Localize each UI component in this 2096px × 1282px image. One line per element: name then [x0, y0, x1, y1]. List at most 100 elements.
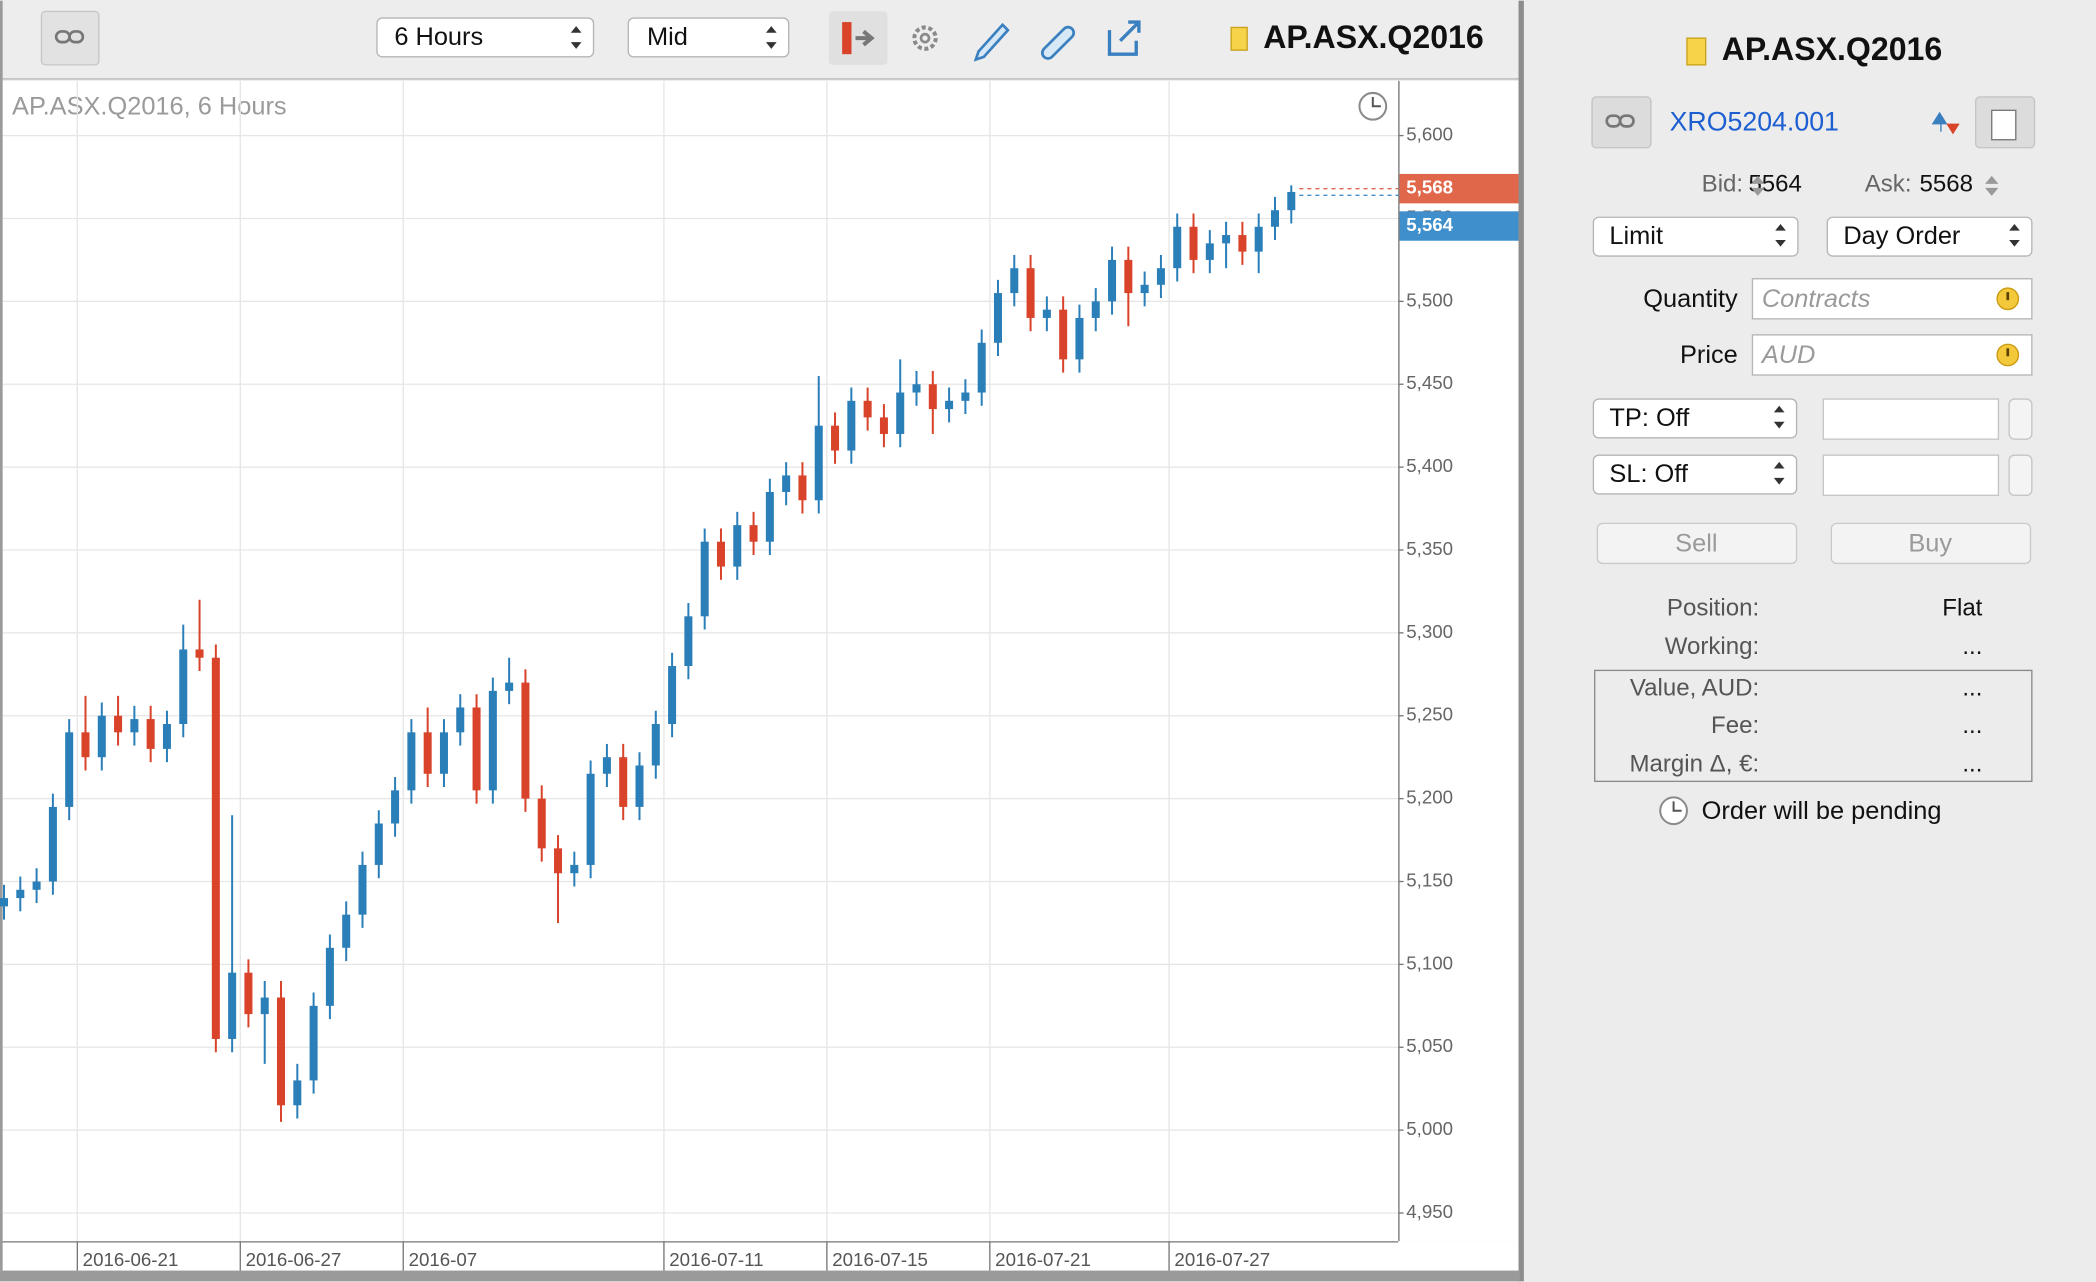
bid-stepper[interactable]: [1751, 175, 1765, 196]
candle-body: [162, 724, 171, 749]
candle-body: [1091, 301, 1100, 318]
clock-hands: [1672, 801, 1682, 812]
time-in-force: Day Order: [1843, 222, 1961, 250]
candle-body: [945, 400, 954, 410]
order-type-select[interactable]: [1592, 216, 1799, 257]
candle-body: [325, 947, 334, 1006]
take-profit-input[interactable]: [1822, 398, 2000, 440]
candle-body: [1075, 317, 1084, 360]
select-arrows: [1773, 405, 1785, 429]
export-button[interactable]: [1107, 20, 1141, 56]
stop-loss-select[interactable]: [1592, 454, 1798, 495]
interval-select[interactable]: [376, 17, 595, 58]
candle-body: [847, 400, 856, 451]
candle-body: [570, 864, 579, 874]
candle-body: [16, 889, 25, 899]
candle-body: [635, 765, 644, 807]
candle-body: [896, 392, 905, 434]
buy-button[interactable]: [1830, 522, 2032, 565]
candle-body: [586, 773, 595, 865]
buy-label: Buy: [1908, 529, 1952, 557]
y-tick-label: 5,100: [1406, 952, 1453, 973]
take-profit-stepper[interactable]: [2008, 398, 2033, 440]
chart-mode-icon: [855, 29, 875, 47]
candle-body: [130, 719, 139, 733]
x-tick-label: 2016-07-15: [832, 1249, 928, 1270]
price-placeholder: AUD: [1760, 341, 1816, 369]
candle-body: [81, 732, 90, 758]
eraser-button[interactable]: [1041, 25, 1076, 60]
candle-body: [912, 384, 921, 393]
candle-body: [1026, 268, 1035, 318]
candle-body: [879, 417, 888, 434]
candle-body: [814, 425, 823, 501]
candle-body: [602, 757, 611, 774]
ask-stepper[interactable]: [1985, 175, 1999, 196]
x-tick-label: 2016-06-27: [246, 1249, 342, 1270]
settings-button[interactable]: [912, 25, 938, 51]
candle-body: [505, 682, 514, 691]
symbol-flag: [1686, 37, 1707, 66]
plot-area: [1, 80, 1399, 1242]
summary-rows: Position: Flat Working: ... Value, AUD: ... Fe…: [1629, 594, 1982, 777]
select-arrows: [570, 26, 582, 49]
candle-body: [1042, 309, 1051, 318]
select-arrows: [765, 26, 777, 49]
stop-loss-stepper[interactable]: [2008, 454, 2033, 496]
candle-body: [32, 881, 41, 890]
symbol-flag: [1230, 26, 1248, 51]
sell-button[interactable]: [1596, 522, 1798, 565]
summary-value: ...: [1962, 712, 1982, 739]
candle-body: [1108, 259, 1117, 302]
candle-body: [537, 798, 546, 849]
candle-body: [684, 616, 693, 667]
candle-body: [0, 898, 9, 907]
candle-body: [179, 649, 188, 725]
x-tick-label: 2016-07-27: [1174, 1249, 1270, 1270]
quantity-input[interactable]: [1751, 278, 2033, 320]
order-type: Limit: [1609, 222, 1663, 250]
stop-loss-input[interactable]: [1822, 454, 2000, 496]
candle-body: [407, 732, 416, 791]
summary-label: Working:: [1665, 633, 1759, 660]
y-tick-label: 5,500: [1406, 289, 1453, 310]
candle-body: [1270, 210, 1280, 227]
summary-value: ...: [1962, 674, 1982, 701]
candle-body: [749, 525, 758, 542]
swap-icon[interactable]: [1931, 111, 1948, 132]
price-marker: [1399, 211, 1519, 241]
candle-body: [1173, 226, 1182, 269]
candle-body: [1156, 268, 1165, 285]
chart-mode-icon: [842, 22, 852, 55]
take-profit-select[interactable]: [1592, 398, 1798, 439]
summary-label: Position:: [1667, 594, 1759, 621]
y-tick-label: 5,200: [1406, 787, 1453, 808]
summary-label: Value, AUD:: [1630, 674, 1759, 701]
link-icon: [68, 30, 85, 44]
interval-value: 6 Hours: [394, 23, 483, 51]
date-axis: [0, 1241, 1520, 1271]
toolbar-symbol: AP.ASX.Q2016: [1263, 19, 1484, 55]
take-profit: TP: Off: [1609, 404, 1690, 432]
candle-body: [733, 525, 742, 567]
time-in-force-select[interactable]: [1826, 216, 2033, 257]
y-tick-label: 5,050: [1406, 1035, 1453, 1056]
price-type-select[interactable]: [627, 17, 790, 58]
candle-body: [993, 293, 1002, 343]
candle-body: [277, 997, 286, 1106]
candle-body: [1189, 226, 1198, 260]
account[interactable]: XRO5204.001: [1670, 107, 1839, 137]
candle-body: [211, 657, 220, 1039]
summary-value: ...: [1962, 751, 1982, 778]
price-marker: [1399, 173, 1519, 204]
draw-button[interactable]: [973, 22, 1010, 62]
summary-value: Flat: [1942, 594, 1982, 621]
candle-body: [521, 682, 530, 799]
candle-body: [358, 864, 367, 915]
select-arrows: [1775, 223, 1786, 247]
price-input[interactable]: [1751, 334, 2033, 376]
candle-body: [260, 997, 269, 1015]
y-tick-label: 4,950: [1406, 1201, 1453, 1222]
y-tick-label: 5,350: [1406, 538, 1453, 559]
